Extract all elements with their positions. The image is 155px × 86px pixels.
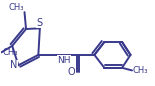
Text: NH: NH	[57, 56, 71, 64]
Text: CH₃: CH₃	[8, 2, 24, 12]
Text: CH₃: CH₃	[2, 48, 18, 57]
Text: N: N	[10, 60, 18, 70]
Text: O: O	[67, 67, 75, 77]
Text: CH₃: CH₃	[133, 66, 148, 75]
Text: S: S	[37, 18, 43, 28]
